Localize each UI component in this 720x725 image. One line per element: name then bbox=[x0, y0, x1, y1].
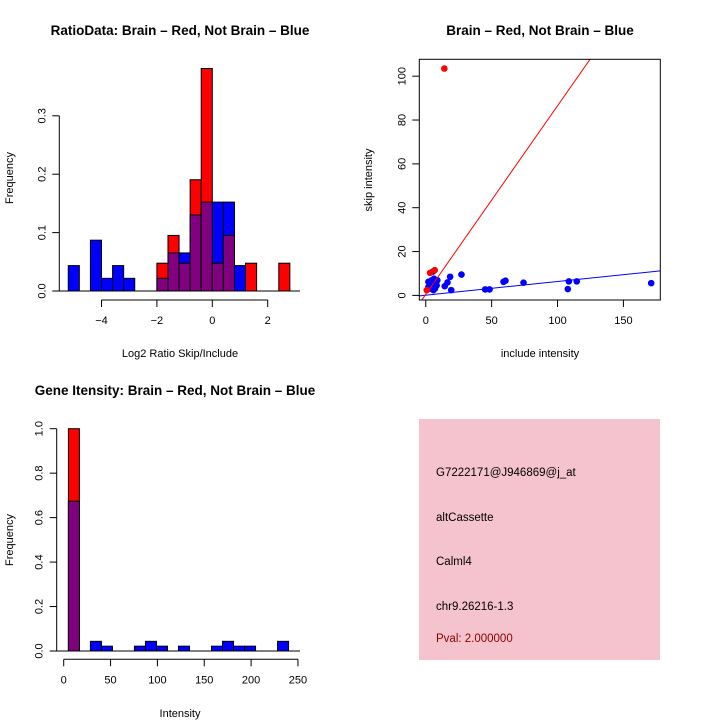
point-not-brain bbox=[520, 279, 527, 286]
x-tick-label: 200 bbox=[242, 674, 260, 686]
y-tick-label: 0.0 bbox=[34, 643, 46, 658]
intensity-histogram-ylabel: Frequency bbox=[4, 514, 16, 566]
point-brain bbox=[441, 65, 448, 72]
x-tick-label: 0 bbox=[209, 315, 215, 327]
x-tick-label: 150 bbox=[195, 674, 213, 686]
scatter-panel: Brain – Red, Not Brain – Blue 0 50 100 150 0… bbox=[363, 23, 661, 360]
point-brain bbox=[423, 286, 431, 294]
bar-not-brain bbox=[101, 277, 114, 292]
y-tick-label: 0.0 bbox=[36, 283, 48, 298]
bar-not-brain bbox=[123, 277, 136, 292]
bar-not-brain bbox=[89, 640, 102, 652]
bar-not-brain bbox=[244, 645, 257, 652]
bar-not-brain bbox=[177, 645, 190, 652]
y-tick-label: 0.8 bbox=[34, 466, 46, 481]
bar-not-brain bbox=[144, 640, 157, 652]
bar-not-brain bbox=[133, 645, 146, 652]
ratio-histogram-ylabel: Frequency bbox=[4, 152, 16, 204]
x-tick-label: 0 bbox=[423, 315, 429, 327]
point-not-brain bbox=[486, 286, 493, 293]
fit-line-not-brain bbox=[419, 270, 661, 297]
x-tick-label: 50 bbox=[104, 674, 116, 686]
x-tick-label: 0 bbox=[61, 674, 67, 686]
y-tick-label: 0.2 bbox=[34, 599, 46, 614]
y-tick-label: 0.3 bbox=[36, 108, 48, 123]
y-tick-label: 0.2 bbox=[36, 167, 48, 182]
point-brain bbox=[426, 269, 434, 277]
info-panel-background bbox=[419, 419, 660, 660]
y-tick-label: 20 bbox=[396, 245, 408, 257]
bar-not-brain bbox=[233, 645, 246, 652]
bar-not-brain bbox=[233, 265, 247, 292]
bar-not-brain bbox=[222, 640, 235, 652]
bar-overlap bbox=[156, 277, 169, 292]
bar-not-brain bbox=[112, 265, 125, 292]
y-tick-label: 100 bbox=[396, 67, 408, 85]
bar-overlap bbox=[222, 234, 235, 292]
fit-line-brain bbox=[421, 59, 591, 300]
bar-not-brain bbox=[100, 645, 113, 652]
bar-not-brain bbox=[67, 265, 80, 292]
bar-not-brain bbox=[211, 645, 224, 652]
x-tick-label: −4 bbox=[95, 315, 108, 327]
point-not-brain bbox=[502, 277, 509, 285]
y-tick-label: 0.6 bbox=[34, 510, 46, 525]
x-tick-label: 100 bbox=[148, 674, 166, 686]
gene-name: Calml4 bbox=[436, 556, 472, 568]
ratio-histogram-panel: RatioData: Brain – Red, Not Brain – Blue… bbox=[4, 23, 310, 360]
scatter-title: Brain – Red, Not Brain – Blue bbox=[446, 23, 634, 38]
x-tick-label: 2 bbox=[265, 315, 271, 327]
plot-box bbox=[418, 58, 661, 301]
bar-not-brain bbox=[155, 645, 168, 652]
scatter-ylabel: skip intensity bbox=[363, 148, 375, 211]
bar-brain bbox=[278, 262, 291, 292]
y-tick-label: 1.0 bbox=[34, 421, 46, 436]
y-tick-label: 0.4 bbox=[34, 554, 46, 569]
pval-text: Pval: 2.000000 bbox=[436, 633, 513, 645]
intensity-histogram-xlabel: Intensity bbox=[160, 708, 201, 720]
intensity-histogram-title: Gene Itensity: Brain – Red, Not Brain – … bbox=[35, 383, 316, 398]
scatter-xlabel: include intensity bbox=[501, 348, 580, 360]
event-type: altCassette bbox=[436, 512, 494, 524]
point-not-brain bbox=[458, 271, 465, 278]
point-not-brain bbox=[431, 285, 439, 292]
point-not-brain bbox=[434, 276, 441, 284]
intensity-histogram-panel: Gene Itensity: Brain – Red, Not Brain – … bbox=[4, 383, 316, 720]
genomic-location: chr9.26216-1.3 bbox=[436, 601, 513, 613]
ratio-histogram-xlabel: Log2 Ratio Skip/Include bbox=[122, 348, 238, 360]
y-tick-label: 40 bbox=[396, 202, 408, 214]
bar-not-brain bbox=[89, 239, 102, 292]
x-tick-label: 50 bbox=[486, 315, 498, 327]
probe-id: G7222171@J946869@j_at bbox=[436, 467, 577, 479]
point-not-brain bbox=[564, 285, 572, 293]
plot-area bbox=[419, 59, 661, 300]
x-tick-label: 100 bbox=[548, 315, 566, 327]
y-tick-label: 60 bbox=[396, 158, 408, 170]
bar-overlap bbox=[167, 252, 180, 292]
ratio-histogram-title: RatioData: Brain – Red, Not Brain – Blue bbox=[51, 23, 310, 38]
point-not-brain bbox=[647, 279, 655, 287]
bar-not-brain bbox=[277, 640, 290, 652]
point-not-brain bbox=[444, 279, 451, 286]
y-tick-label: 80 bbox=[396, 114, 408, 126]
y-tick-label: 0 bbox=[396, 292, 408, 298]
bar-brain bbox=[245, 262, 258, 292]
point-not-brain bbox=[447, 286, 455, 294]
x-tick-label: 250 bbox=[289, 674, 307, 686]
bar-overlap bbox=[67, 500, 80, 652]
y-tick-label: 0.1 bbox=[36, 225, 48, 240]
point-not-brain bbox=[565, 278, 573, 285]
x-tick-label: 150 bbox=[614, 315, 632, 327]
bar-overlap bbox=[189, 214, 202, 292]
bar-overlap bbox=[178, 262, 191, 292]
bar-overlap bbox=[211, 262, 224, 292]
x-tick-label: −2 bbox=[151, 315, 164, 327]
bar-overlap bbox=[200, 201, 213, 292]
info-panel: G7222171@J946869@j_at altCassette Calml4… bbox=[419, 419, 660, 660]
point-not-brain bbox=[446, 273, 454, 281]
